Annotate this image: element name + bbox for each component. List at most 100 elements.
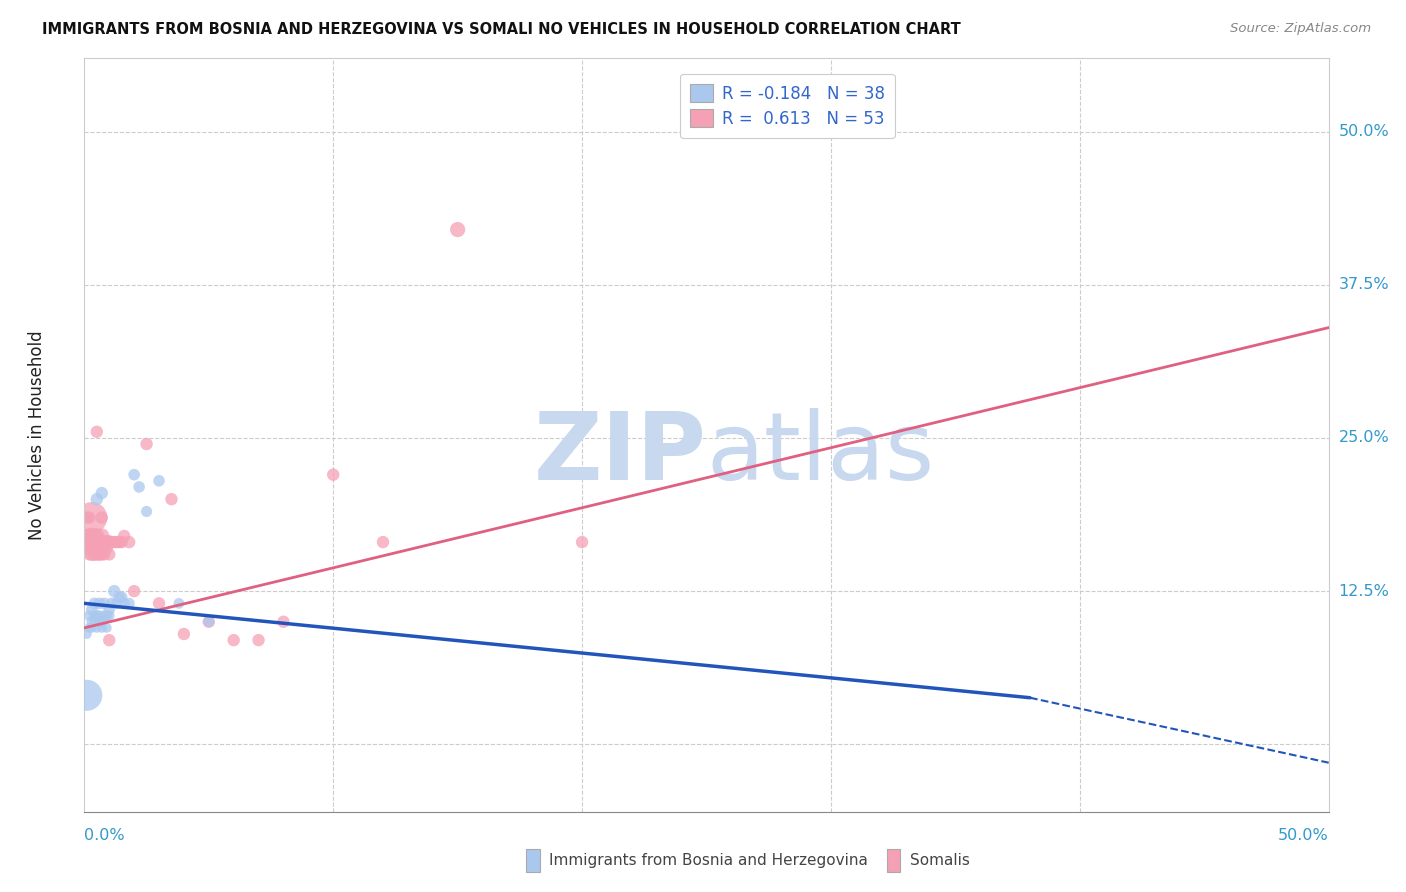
Point	[80, 547, 103, 561]
Point	[112, 529, 135, 543]
Text: ZIP: ZIP	[534, 408, 707, 500]
Text: 50.0%: 50.0%	[1278, 829, 1329, 843]
Point	[197, 615, 221, 629]
Point	[89, 541, 111, 556]
Point	[79, 529, 101, 543]
Point	[173, 627, 195, 641]
Point	[96, 541, 118, 556]
Point	[89, 596, 111, 610]
Point	[86, 621, 108, 635]
Point	[83, 529, 105, 543]
Text: IMMIGRANTS FROM BOSNIA AND HERZEGOVINA VS SOMALI NO VEHICLES IN HOUSEHOLD CORREL: IMMIGRANTS FROM BOSNIA AND HERZEGOVINA V…	[42, 22, 960, 37]
Point	[90, 621, 112, 635]
Point	[83, 547, 105, 561]
Point	[83, 596, 105, 610]
Point	[111, 535, 134, 549]
Point	[98, 535, 121, 549]
Point	[86, 492, 108, 507]
Point	[135, 504, 157, 518]
Point	[86, 547, 108, 561]
Point	[89, 547, 111, 561]
Point	[98, 547, 121, 561]
Point	[76, 688, 98, 702]
Point	[90, 486, 112, 500]
Point	[447, 222, 470, 236]
Point	[89, 535, 111, 549]
Point	[89, 615, 111, 629]
Point	[96, 608, 118, 623]
Text: No Vehicles in Household: No Vehicles in Household	[28, 330, 46, 540]
Point	[80, 535, 103, 549]
Point	[79, 621, 101, 635]
Point	[79, 608, 101, 623]
Legend: R = -0.184   N = 38, R =  0.613   N = 53: R = -0.184 N = 38, R = 0.613 N = 53	[681, 74, 894, 138]
Point	[90, 510, 112, 524]
Text: 25.0%: 25.0%	[1339, 431, 1389, 445]
Point	[571, 535, 593, 549]
Point	[103, 584, 125, 599]
Point	[322, 467, 344, 482]
Point	[273, 615, 295, 629]
Point	[76, 627, 98, 641]
Point	[197, 615, 221, 629]
Point	[80, 602, 103, 616]
Point	[80, 615, 103, 629]
Point	[108, 535, 131, 549]
Point	[80, 541, 103, 556]
Point	[76, 529, 98, 543]
Point	[112, 596, 135, 610]
Point	[247, 633, 270, 648]
Point	[118, 596, 141, 610]
Point	[93, 608, 115, 623]
Text: Somalis: Somalis	[910, 854, 970, 868]
Point	[93, 547, 115, 561]
Text: 37.5%: 37.5%	[1339, 277, 1389, 293]
Point	[79, 510, 101, 524]
Text: 0.0%: 0.0%	[84, 829, 125, 843]
Point	[76, 510, 98, 524]
Point	[90, 529, 112, 543]
Text: Immigrants from Bosnia and Herzegovina: Immigrants from Bosnia and Herzegovina	[550, 854, 869, 868]
Point	[122, 467, 145, 482]
Point	[86, 529, 108, 543]
Point	[90, 541, 112, 556]
Point	[79, 547, 101, 561]
Point	[89, 608, 111, 623]
Point	[371, 535, 394, 549]
Point	[103, 535, 125, 549]
Point	[160, 492, 183, 507]
Point	[128, 480, 150, 494]
Text: atlas: atlas	[707, 408, 935, 500]
Point	[108, 591, 131, 605]
Point	[96, 621, 118, 635]
Point	[93, 596, 115, 610]
FancyBboxPatch shape	[887, 849, 900, 872]
Point	[90, 547, 112, 561]
Point	[98, 602, 121, 616]
Point	[167, 596, 190, 610]
FancyBboxPatch shape	[526, 849, 540, 872]
Point	[135, 437, 157, 451]
Point	[100, 535, 122, 549]
Point	[118, 535, 141, 549]
Point	[79, 535, 101, 549]
Point	[148, 474, 170, 488]
Point	[98, 608, 121, 623]
Point	[148, 596, 170, 610]
Text: 12.5%: 12.5%	[1339, 583, 1389, 599]
Point	[86, 425, 108, 439]
Point	[96, 535, 118, 549]
Point	[83, 608, 105, 623]
Point	[100, 596, 122, 610]
Point	[90, 615, 112, 629]
Point	[86, 608, 108, 623]
Point	[98, 633, 121, 648]
Point	[76, 541, 98, 556]
Point	[86, 535, 108, 549]
Text: 50.0%: 50.0%	[1339, 124, 1389, 139]
Point	[83, 615, 105, 629]
Text: Source: ZipAtlas.com: Source: ZipAtlas.com	[1230, 22, 1371, 36]
Point	[93, 535, 115, 549]
Point	[105, 596, 128, 610]
Point	[80, 621, 103, 635]
